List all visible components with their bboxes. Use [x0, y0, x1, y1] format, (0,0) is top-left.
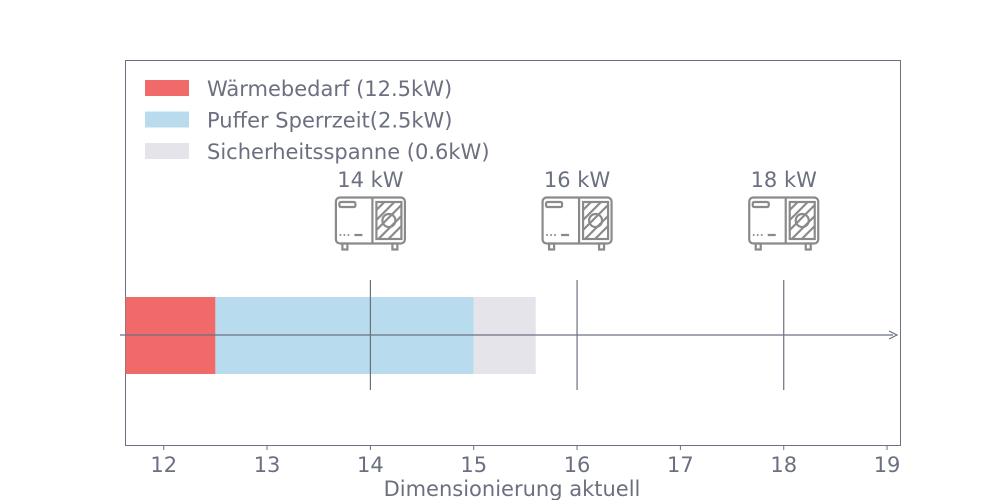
x-tick-label-14: 14 — [357, 453, 384, 477]
legend-label-1: Puffer Sperrzeit(2.5kW) — [207, 109, 453, 133]
marker-label-16: 16 kW — [544, 168, 611, 192]
legend-label-2: Sicherheitsspanne (0.6kW) — [207, 140, 490, 164]
x-tick-label-18: 18 — [770, 453, 797, 477]
x-tick-label-19: 19 — [874, 453, 901, 477]
plot-frame — [125, 60, 901, 446]
heat-pump-icon — [334, 196, 406, 251]
marker-label-18: 18 kW — [751, 168, 818, 192]
legend-label-0: Wärmebedarf (12.5kW) — [207, 77, 452, 101]
marker-label-14: 14 kW — [337, 168, 404, 192]
x-tick-label-16: 16 — [564, 453, 591, 477]
x-tick-label-15: 15 — [460, 453, 487, 477]
x-tick-label-17: 17 — [667, 453, 694, 477]
heat-pump-icon — [748, 196, 820, 251]
x-tick-label-13: 13 — [254, 453, 281, 477]
x-tick-label-12: 12 — [150, 453, 177, 477]
legend-swatch-2 — [145, 143, 189, 159]
legend-swatch-1 — [145, 111, 189, 128]
x-axis-label: Dimensionierung aktuell — [384, 477, 641, 500]
x-arrow-head — [888, 330, 899, 340]
heat-pump-icon — [541, 196, 613, 251]
legend-swatch-0 — [145, 80, 189, 96]
